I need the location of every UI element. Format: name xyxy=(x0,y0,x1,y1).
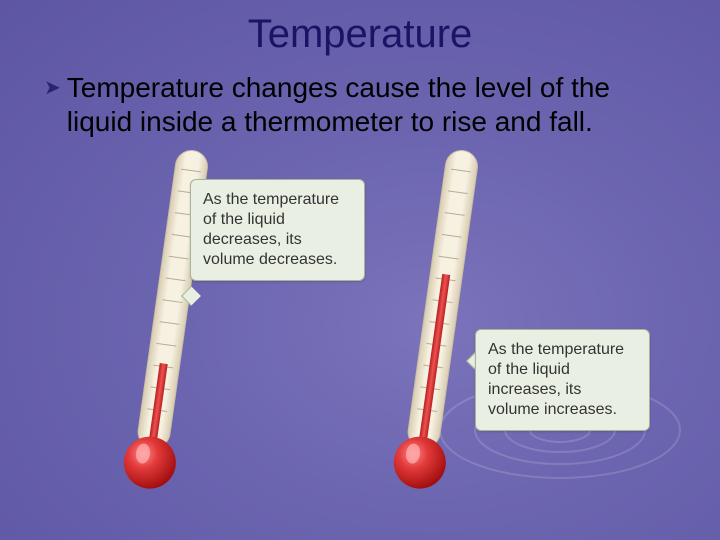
bullet-glyph: ➤ xyxy=(44,71,61,105)
slide-title: Temperature xyxy=(0,0,720,57)
bullet-text: Temperature changes cause the level of t… xyxy=(67,71,676,139)
thermometer-high-svg xyxy=(350,139,530,499)
slide-body: ➤ Temperature changes cause the level of… xyxy=(0,57,720,139)
bullet-item: ➤ Temperature changes cause the level of… xyxy=(44,71,676,139)
callout-text: As the temperature of the liquid increas… xyxy=(488,341,624,418)
callout-increase: As the temperature of the liquid increas… xyxy=(475,329,650,431)
figure-area: As the temperature of the liquid decreas… xyxy=(0,139,720,509)
callout-text: As the temperature of the liquid decreas… xyxy=(203,191,339,268)
thermometer-high xyxy=(350,139,530,504)
callout-decrease: As the temperature of the liquid decreas… xyxy=(190,179,365,281)
